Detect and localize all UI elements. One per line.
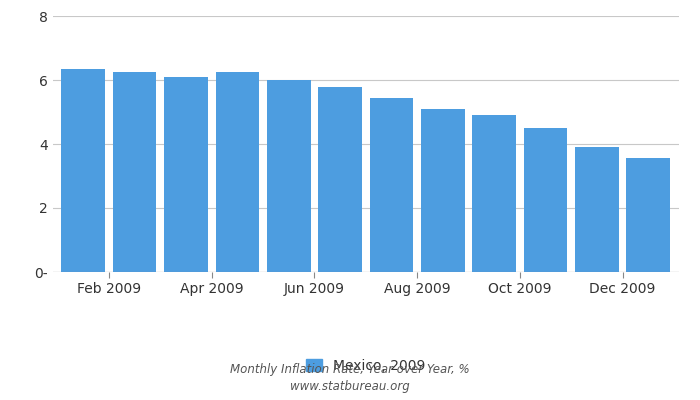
Bar [267, 80, 311, 272]
Bar [216, 72, 259, 272]
Bar [473, 115, 516, 272]
Bar [524, 128, 567, 272]
Text: Monthly Inflation Rate, Year over Year, %: Monthly Inflation Rate, Year over Year, … [230, 364, 470, 376]
Bar [626, 158, 670, 272]
Text: www.statbureau.org: www.statbureau.org [290, 380, 410, 393]
Bar [370, 98, 413, 272]
Bar [421, 110, 465, 272]
Bar [318, 87, 362, 272]
Bar [164, 77, 208, 272]
Bar [113, 72, 157, 272]
Bar [62, 69, 105, 272]
Bar [575, 147, 619, 272]
Legend: Mexico, 2009: Mexico, 2009 [306, 358, 426, 372]
